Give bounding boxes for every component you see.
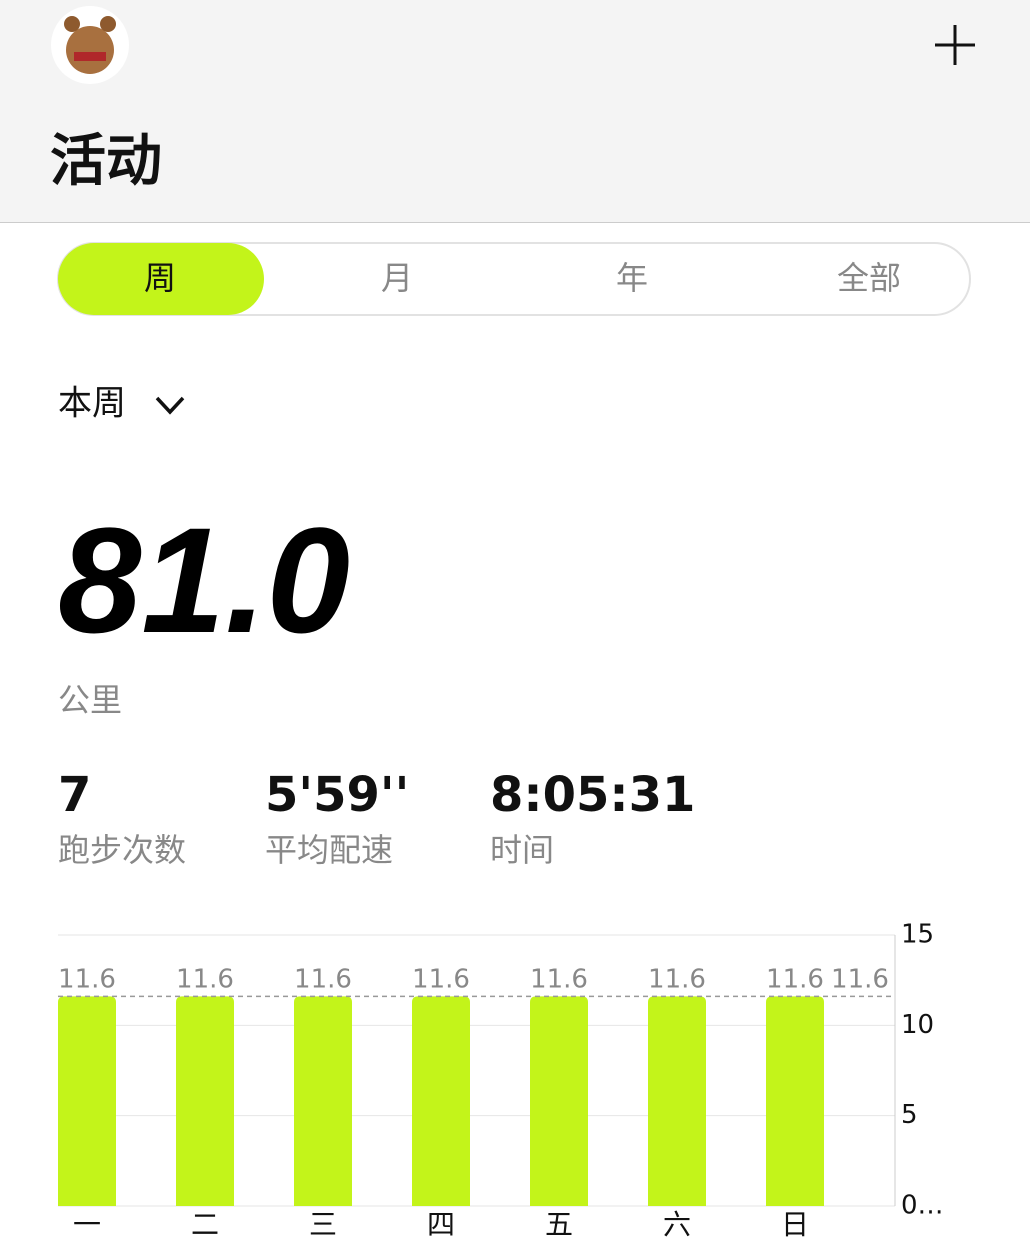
tab-active-bg bbox=[58, 243, 264, 315]
x-tick-label: 三 bbox=[309, 1208, 337, 1241]
x-tick-label: 二 bbox=[191, 1208, 219, 1241]
x-tick-label: 日 bbox=[781, 1208, 809, 1241]
period-dropdown[interactable]: 本周 bbox=[58, 384, 185, 424]
period-label: 本周 bbox=[58, 384, 126, 424]
y-tick-label: 5 bbox=[901, 1100, 918, 1130]
value-label: 11.6 bbox=[530, 965, 588, 995]
stat-value: 5'59'' bbox=[265, 767, 409, 823]
chevron bbox=[155, 396, 185, 415]
value-label: 11.6 bbox=[58, 965, 116, 995]
bar bbox=[294, 996, 352, 1206]
stat-value: 8:05:31 bbox=[490, 767, 695, 823]
total-distance: 81.0 bbox=[58, 496, 350, 664]
x-tick-label: 一 bbox=[73, 1208, 101, 1241]
add-button[interactable] bbox=[935, 25, 975, 65]
y-tick-label: 15 bbox=[901, 920, 934, 950]
tab[interactable]: 年 bbox=[616, 259, 648, 297]
x-tick-label: 六 bbox=[663, 1208, 691, 1241]
total-unit: 公里 bbox=[58, 681, 122, 719]
value-label: 11.6 bbox=[766, 965, 824, 995]
bar bbox=[176, 996, 234, 1206]
tab[interactable]: 月 bbox=[381, 259, 413, 297]
value-label: 11.6 bbox=[412, 965, 470, 995]
avatar-bear bbox=[66, 26, 114, 74]
page-title: 活动 bbox=[50, 129, 162, 194]
stat-label: 平均配速 bbox=[265, 831, 393, 869]
value-label: 11.6 bbox=[176, 965, 234, 995]
y-tick-label: 10 bbox=[901, 1010, 934, 1040]
tab[interactable]: 周 bbox=[144, 259, 176, 297]
bar bbox=[412, 996, 470, 1206]
avatar[interactable] bbox=[51, 6, 129, 84]
bar bbox=[58, 996, 116, 1206]
header-bg bbox=[0, 0, 1030, 222]
value-label: 11.6 bbox=[294, 965, 352, 995]
tab[interactable]: 全部 bbox=[837, 259, 901, 297]
avatar-ear bbox=[100, 16, 116, 32]
bar bbox=[648, 996, 706, 1206]
value-label: 11.6 bbox=[648, 965, 706, 995]
avatar-ear bbox=[64, 16, 80, 32]
bar bbox=[766, 996, 824, 1206]
stat-value: 7 bbox=[58, 767, 91, 823]
stat-label: 跑步次数 bbox=[58, 831, 186, 869]
average-label: 11.6 bbox=[831, 965, 889, 995]
stat-label: 时间 bbox=[490, 831, 554, 869]
y-tick-label: 0… bbox=[901, 1191, 944, 1221]
avatar-scarf bbox=[74, 52, 106, 61]
x-tick-label: 五 bbox=[545, 1208, 573, 1241]
x-tick-label: 四 bbox=[427, 1208, 455, 1241]
bar bbox=[530, 996, 588, 1206]
